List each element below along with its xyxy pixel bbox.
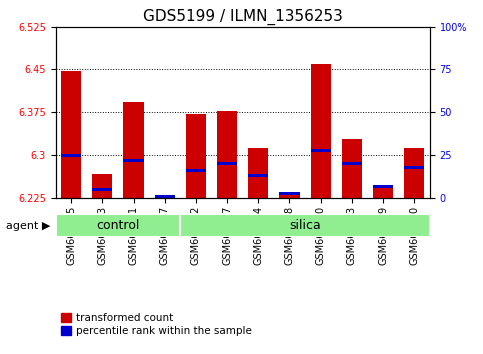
Bar — [404, 148, 425, 198]
Bar — [373, 185, 393, 188]
Bar — [342, 162, 362, 165]
Bar — [56, 214, 180, 237]
Legend: transformed count, percentile rank within the sample: transformed count, percentile rank withi… — [61, 313, 252, 336]
Bar — [373, 185, 393, 198]
Bar — [311, 64, 331, 198]
Bar — [123, 159, 143, 162]
Bar — [248, 175, 269, 177]
Text: agent ▶: agent ▶ — [6, 221, 50, 231]
Bar — [279, 192, 299, 195]
Bar — [217, 111, 237, 198]
Bar — [311, 149, 331, 152]
Bar — [217, 162, 237, 165]
Bar — [186, 169, 206, 172]
Text: control: control — [96, 219, 140, 232]
Text: silica: silica — [289, 219, 321, 232]
Bar — [61, 154, 81, 157]
Bar — [180, 214, 430, 237]
Bar — [186, 114, 206, 198]
Bar — [92, 188, 113, 191]
Bar — [248, 148, 269, 198]
Bar — [404, 166, 425, 169]
Bar — [92, 173, 113, 198]
Bar — [123, 102, 143, 198]
Bar — [279, 194, 299, 198]
Title: GDS5199 / ILMN_1356253: GDS5199 / ILMN_1356253 — [143, 9, 342, 25]
Bar — [61, 71, 81, 198]
Bar — [155, 195, 175, 198]
Bar — [342, 139, 362, 198]
